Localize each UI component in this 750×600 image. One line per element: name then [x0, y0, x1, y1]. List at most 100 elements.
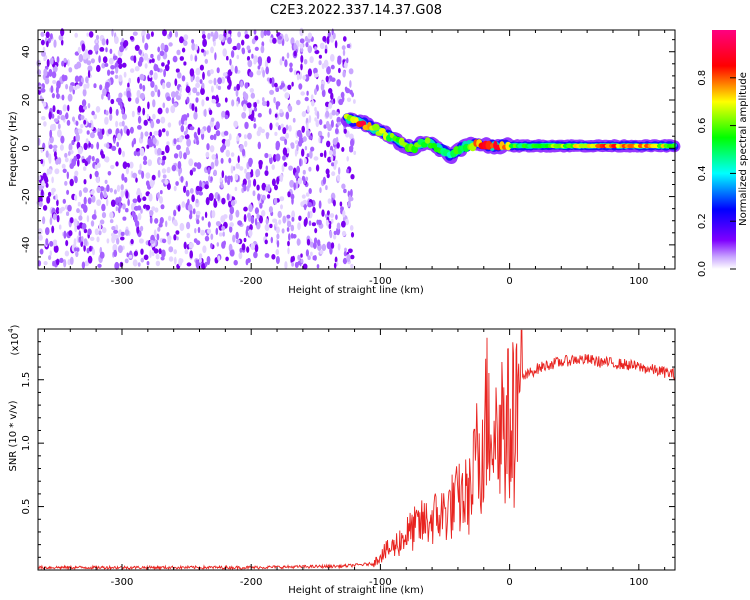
noise-mark — [106, 184, 110, 192]
noise-mark — [104, 63, 109, 67]
noise-mark — [285, 111, 290, 120]
noise-mark — [152, 137, 157, 145]
noise-mark — [235, 163, 241, 169]
noise-mark — [144, 131, 149, 137]
noise-mark — [150, 53, 154, 59]
noise-mark — [335, 128, 339, 135]
noise-mark — [302, 136, 307, 142]
noise-mark — [243, 206, 248, 212]
noise-mark — [154, 207, 159, 213]
snr-y-axis-label: SNR (10 * v/v) — [8, 400, 19, 471]
noise-mark — [297, 177, 303, 185]
noise-mark — [315, 164, 320, 172]
spectrogram-marks — [36, 27, 681, 271]
noise-mark — [142, 160, 148, 166]
noise-mark — [319, 187, 322, 194]
noise-mark — [194, 44, 198, 51]
noise-mark — [155, 253, 160, 260]
noise-mark — [294, 172, 299, 179]
noise-mark — [321, 209, 325, 217]
noise-mark — [140, 257, 145, 263]
noise-mark — [225, 149, 230, 158]
noise-mark — [138, 49, 142, 55]
noise-mark — [131, 202, 135, 211]
noise-mark — [194, 228, 197, 234]
noise-mark — [102, 88, 107, 96]
noise-mark — [137, 60, 143, 67]
noise-mark — [67, 104, 70, 112]
noise-mark — [65, 83, 69, 90]
signal-point — [615, 143, 621, 149]
noise-mark — [173, 256, 177, 265]
noise-mark — [152, 99, 156, 108]
noise-mark — [178, 120, 182, 126]
noise-mark — [52, 105, 56, 113]
noise-mark — [76, 208, 80, 214]
noise-mark — [76, 247, 80, 252]
noise-mark — [110, 164, 115, 170]
noise-mark — [325, 185, 328, 191]
noise-mark — [156, 118, 161, 124]
y-tick-label: 1.0 — [21, 435, 32, 451]
noise-mark — [195, 198, 199, 204]
noise-mark — [203, 108, 207, 118]
noise-mark — [161, 249, 166, 258]
noise-mark — [286, 227, 290, 232]
noise-mark — [276, 233, 280, 240]
noise-mark — [261, 182, 267, 191]
noise-mark — [246, 185, 250, 192]
noise-mark — [165, 145, 170, 154]
noise-mark — [316, 219, 320, 225]
noise-mark — [135, 177, 138, 183]
noise-mark — [164, 179, 169, 185]
noise-mark — [149, 209, 154, 217]
noise-mark — [265, 66, 270, 75]
noise-mark — [177, 161, 182, 170]
noise-mark — [68, 230, 73, 237]
noise-mark — [300, 253, 303, 258]
noise-mark — [183, 40, 188, 46]
spectrogram-frame — [37, 29, 676, 270]
noise-mark — [181, 75, 186, 82]
noise-mark — [110, 199, 116, 207]
noise-mark — [234, 186, 238, 192]
noise-mark — [246, 246, 250, 253]
noise-mark — [341, 230, 347, 237]
noise-mark — [223, 130, 229, 136]
noise-mark — [47, 191, 52, 197]
noise-mark — [302, 169, 306, 175]
noise-mark — [118, 74, 123, 83]
noise-mark — [178, 258, 183, 267]
noise-mark — [81, 43, 86, 52]
noise-mark — [315, 119, 320, 128]
x-tick-label: -100 — [369, 577, 392, 588]
noise-mark — [213, 169, 218, 176]
noise-mark — [230, 200, 236, 207]
noise-mark — [211, 154, 216, 160]
noise-mark — [120, 189, 125, 198]
noise-mark — [311, 222, 316, 227]
x-tick-label: 0 — [506, 276, 512, 287]
noise-mark — [105, 81, 110, 89]
noise-mark — [261, 210, 266, 217]
noise-mark — [95, 176, 100, 184]
noise-mark — [281, 228, 285, 234]
noise-mark — [166, 167, 171, 174]
noise-mark — [287, 240, 290, 247]
noise-mark — [261, 194, 266, 201]
noise-mark — [151, 174, 156, 181]
noise-mark — [337, 121, 341, 126]
noise-mark — [200, 128, 205, 135]
noise-mark — [118, 202, 122, 208]
noise-mark — [61, 60, 65, 67]
noise-mark — [80, 124, 84, 129]
noise-mark — [208, 175, 211, 182]
noise-mark — [43, 205, 47, 211]
noise-mark — [296, 99, 301, 106]
noise-mark — [127, 82, 130, 88]
noise-mark — [144, 63, 148, 69]
noise-mark — [348, 248, 353, 254]
noise-mark — [330, 242, 335, 249]
noise-mark — [346, 254, 351, 263]
noise-mark — [64, 157, 69, 163]
